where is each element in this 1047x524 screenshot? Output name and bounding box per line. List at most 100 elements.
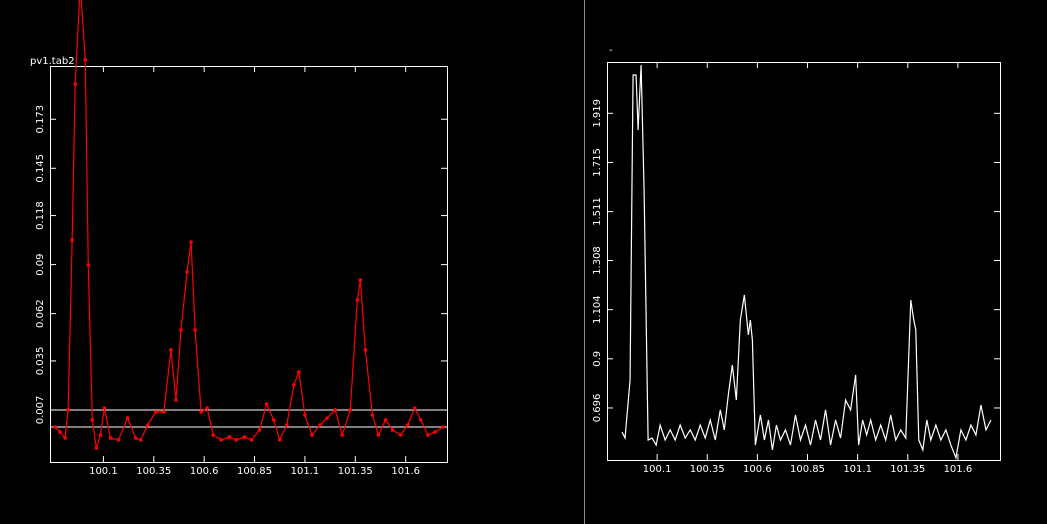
data-point xyxy=(412,406,417,410)
y-tick-label: 0.173 xyxy=(35,105,46,134)
y-tick-label: 0.696 xyxy=(592,394,603,423)
data-point xyxy=(125,416,130,420)
data-point xyxy=(211,433,216,437)
data-point xyxy=(83,57,88,62)
data-point xyxy=(179,328,183,332)
data-point xyxy=(86,263,91,267)
x-tick-label: 100.35 xyxy=(690,464,725,475)
data-point xyxy=(348,408,353,412)
data-point xyxy=(325,416,329,420)
data-point xyxy=(297,370,301,374)
y-tick-label: 1.511 xyxy=(592,197,603,226)
data-line xyxy=(54,0,444,449)
data-point xyxy=(303,413,307,417)
y-tick-label: 0.062 xyxy=(35,299,46,328)
data-point xyxy=(363,348,368,352)
x-tick-label: 100.35 xyxy=(136,466,171,477)
data-point xyxy=(138,438,143,442)
data-point xyxy=(90,418,95,422)
data-point xyxy=(257,428,262,432)
plot-frame xyxy=(607,62,1001,461)
data-point xyxy=(358,278,363,282)
data-point xyxy=(94,446,99,450)
data-point xyxy=(153,410,158,414)
data-point xyxy=(189,240,193,244)
data-point xyxy=(98,433,103,437)
y-tick-label: 0.007 xyxy=(35,396,46,425)
chart-title: - xyxy=(609,45,613,56)
data-point xyxy=(133,436,138,440)
data-point xyxy=(426,433,430,437)
data-point xyxy=(333,408,337,412)
data-point xyxy=(398,433,403,437)
data-point xyxy=(102,406,107,410)
data-point xyxy=(277,438,282,442)
series-label: pv1.tab2 xyxy=(30,56,75,67)
data-point xyxy=(441,425,445,429)
x-tick-label: 100.1 xyxy=(89,466,118,477)
data-point xyxy=(433,430,437,434)
x-tick-label: 101.35 xyxy=(890,464,925,475)
x-tick-label: 100.85 xyxy=(790,464,825,475)
x-tick-label: 101.35 xyxy=(338,466,373,477)
data-point xyxy=(292,383,296,387)
data-point xyxy=(242,435,247,439)
data-point xyxy=(310,433,314,437)
data-point xyxy=(193,328,197,332)
y-tick-label: 0.035 xyxy=(35,347,46,376)
y-tick-label: 0.09 xyxy=(35,253,46,275)
data-point xyxy=(58,430,62,434)
data-point xyxy=(405,423,410,427)
data-point xyxy=(174,398,178,402)
data-point xyxy=(169,348,173,352)
data-point xyxy=(376,433,381,437)
data-point xyxy=(162,410,166,414)
data-point xyxy=(370,413,375,417)
data-point xyxy=(73,82,77,87)
series xyxy=(53,0,445,450)
data-point xyxy=(284,423,289,427)
x-tick-label: 101.6 xyxy=(391,466,420,477)
data-point xyxy=(70,238,74,242)
data-point xyxy=(116,438,121,442)
x-tick-label: 100.6 xyxy=(743,464,772,475)
data-point xyxy=(199,410,203,414)
data-point xyxy=(63,436,67,440)
y-tick-label: 0.118 xyxy=(35,201,46,230)
data-point xyxy=(108,436,113,440)
data-point xyxy=(383,418,388,422)
data-point xyxy=(234,438,239,442)
data-point xyxy=(185,270,189,274)
data-point xyxy=(66,408,70,412)
data-point xyxy=(318,423,322,427)
x-tick-label: 101.6 xyxy=(944,464,973,475)
data-point xyxy=(340,433,345,437)
data-point xyxy=(264,402,269,406)
data-point xyxy=(390,428,395,432)
series xyxy=(621,65,992,460)
y-tick-label: 1.919 xyxy=(592,99,603,128)
plot-frame xyxy=(50,66,448,463)
y-tick-label: 1.104 xyxy=(592,295,603,324)
y-tick-label: 0.145 xyxy=(35,154,46,183)
data-point xyxy=(205,406,209,410)
data-point xyxy=(249,438,254,442)
data-point xyxy=(227,435,232,439)
data-point xyxy=(355,298,360,302)
data-point xyxy=(419,418,423,422)
data-point xyxy=(219,438,224,442)
data-point xyxy=(271,418,276,422)
x-tick-label: 100.6 xyxy=(190,466,219,477)
y-tick-label: 0.9 xyxy=(592,351,603,367)
x-tick-label: 100.85 xyxy=(237,466,272,477)
y-tick-label: 1.715 xyxy=(592,148,603,177)
y-tick-label: 1.308 xyxy=(592,246,603,275)
x-tick-label: 101.1 xyxy=(291,466,320,477)
data-line xyxy=(621,65,992,460)
x-tick-label: 101.1 xyxy=(843,464,872,475)
data-point xyxy=(145,423,150,427)
data-point xyxy=(53,425,57,429)
x-tick-label: 100.1 xyxy=(643,464,672,475)
